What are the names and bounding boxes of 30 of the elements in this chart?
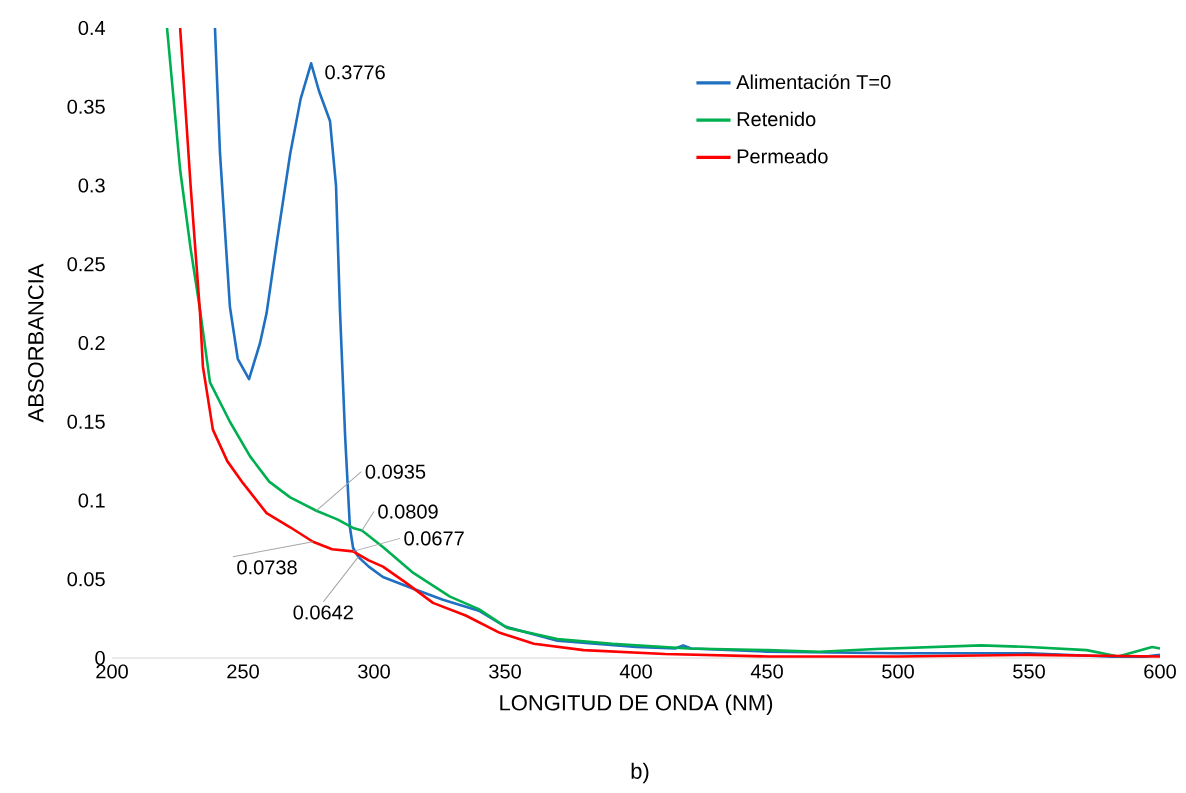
- y-tick-label: 0.35: [67, 99, 105, 114]
- y-tick-label: 0.4: [78, 20, 106, 36]
- annotation: 0.0935: [365, 464, 426, 479]
- annotation: 0.0738: [237, 560, 297, 575]
- legend-label: Retenido: [737, 111, 816, 127]
- x-tick-label: 250: [227, 664, 259, 679]
- x-tick-label: 600: [1144, 664, 1176, 679]
- y-tick-label: 0.05: [67, 572, 105, 587]
- y-tick-label: 0: [95, 650, 105, 666]
- annotation: 0.3776: [325, 65, 385, 80]
- x-tick-label: 500: [882, 664, 914, 679]
- legend-label: Alimentación T=0: [736, 74, 891, 90]
- annotation: 0.0677: [404, 531, 464, 546]
- y-axis-title: ABSORBANCIA: [28, 263, 44, 423]
- annotation: 0.0642: [293, 605, 353, 620]
- x-axis-title: LONGITUD DE ONDA (NM): [500, 694, 773, 715]
- x-tick-label: 200: [96, 664, 128, 679]
- text: b): [631, 762, 649, 784]
- y-tick-label: 0.1: [78, 493, 105, 508]
- x-tick-label: 400: [619, 664, 652, 679]
- y-tick-label: 0.25: [67, 257, 105, 272]
- x-tick-label: 350: [489, 664, 521, 679]
- y-tick-label: 0.15: [67, 414, 105, 429]
- x-tick-label: 300: [358, 664, 390, 679]
- x-tick-label: 450: [750, 664, 783, 679]
- legend-label: Permeado: [737, 148, 828, 164]
- y-tick-label: 0.2: [78, 335, 105, 351]
- y-tick-label: 0.3: [78, 178, 105, 193]
- x-tick-label: 550: [1013, 664, 1045, 679]
- annotation: 0.0809: [378, 504, 438, 519]
